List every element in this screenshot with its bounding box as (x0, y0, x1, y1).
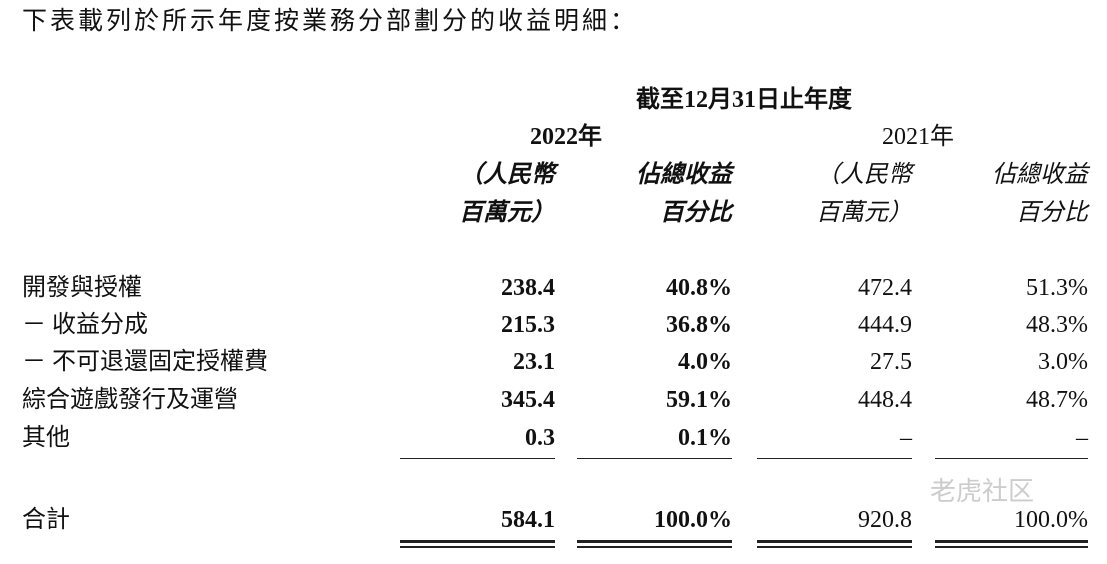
cell: 4.0% (678, 349, 732, 375)
column-header: 百萬元） (816, 200, 912, 226)
row-label: 開發與授權 (22, 275, 142, 301)
cell: 48.7% (1026, 387, 1088, 413)
cell: 920.8 (858, 507, 912, 533)
cell: 0.1% (678, 425, 732, 451)
row-label: 綜合遊戲發行及運營 (22, 387, 238, 413)
cell: 345.4 (501, 387, 555, 413)
row-label: － 收益分成 (22, 312, 148, 338)
rule (577, 546, 732, 548)
rule (935, 546, 1088, 548)
rule (757, 546, 912, 548)
cell: 23.1 (513, 349, 555, 375)
cell: 100.0% (654, 507, 732, 533)
rule (400, 458, 555, 459)
cell: 584.1 (501, 507, 555, 533)
period: 截至12月31日止年度 (636, 87, 852, 113)
column-header: 百分比 (1016, 200, 1088, 226)
column-header: （人民幣 (816, 162, 912, 188)
year: 2022年 (530, 124, 602, 150)
rule (400, 546, 555, 548)
cell: 3.0% (1038, 349, 1088, 375)
column-header: 百分比 (660, 200, 732, 226)
cell: 444.9 (858, 312, 912, 338)
row-label: － 不可退還固定授權費 (22, 349, 268, 375)
cell: 100.0% (1014, 507, 1088, 533)
cell: 27.5 (870, 349, 912, 375)
cell: 59.1% (666, 387, 732, 413)
year: 2021年 (882, 124, 954, 150)
cell: 51.3% (1026, 275, 1088, 301)
cell: 36.8% (666, 312, 732, 338)
rule (935, 458, 1088, 459)
cell: 472.4 (858, 275, 912, 301)
cell: 40.8% (666, 275, 732, 301)
cell: 48.3% (1026, 312, 1088, 338)
rule (757, 540, 912, 543)
row-label: 合計 (22, 507, 70, 533)
cell: 238.4 (501, 275, 555, 301)
column-header: 佔總收益 (636, 162, 732, 188)
row-label: 其他 (22, 425, 70, 451)
rule (757, 458, 912, 459)
column-header: （人民幣 (459, 162, 555, 188)
cell: – (900, 425, 912, 451)
cell: 215.3 (501, 312, 555, 338)
watermark: 老虎社区 (930, 477, 1035, 506)
rule (577, 540, 732, 543)
rule (400, 540, 555, 543)
column-header: 佔總收益 (992, 162, 1088, 188)
rule (577, 458, 732, 459)
cell: 448.4 (858, 387, 912, 413)
cell: 0.3 (525, 425, 555, 451)
intro: 下表載列於所示年度按業務分部劃分的收益明細： (22, 8, 639, 35)
cell: – (1076, 425, 1088, 451)
column-header: 百萬元） (459, 200, 555, 226)
rule (935, 540, 1088, 543)
